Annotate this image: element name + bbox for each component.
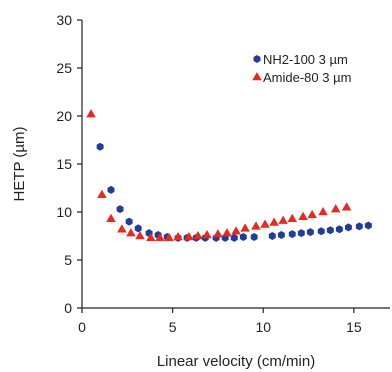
x-tick-label: 0 [78,319,86,335]
data-point [307,209,317,219]
data-point [250,232,258,241]
data-point [288,230,296,239]
y-tick-label: 10 [56,204,72,220]
y-tick-label: 15 [56,156,72,172]
legend-marker-hexagon [253,55,261,63]
data-point [202,230,212,239]
data-point [126,228,136,237]
data-point [297,229,305,238]
data-point [277,231,285,240]
data-point [231,226,241,235]
data-point [96,142,104,151]
data-point [164,232,174,242]
data-point [107,185,115,194]
legend-label-amide: Amide-80 3 µm [263,70,351,85]
legend: NH2-100 3 µm Amide-80 3 µm [252,52,351,85]
x-tick-label: 15 [346,319,362,335]
y-tick-label: 30 [56,12,72,28]
data-point [116,205,124,214]
data-point [251,221,261,230]
series-nh2 [96,142,372,242]
data-point [306,228,314,237]
x-tick-label: 10 [255,319,271,335]
data-point [230,233,238,242]
data-point [193,231,203,240]
y-axis-ticks: 0 5 10 15 20 25 30 [56,12,82,316]
data-point [106,213,116,222]
data-point [173,231,183,241]
data-point [278,215,288,224]
data-point [355,222,363,231]
y-tick-label: 20 [56,108,72,124]
data-point [240,223,250,232]
data-point [117,224,127,233]
data-point [222,228,232,237]
legend-item-amide: Amide-80 3 µm [252,70,351,85]
y-tick-label: 5 [64,252,72,268]
data-point [260,219,270,228]
y-axis-title: HETP (µm) [11,126,28,201]
data-point [287,213,297,222]
x-axis-ticks: 0 5 10 15 [78,308,362,335]
data-point [135,231,145,240]
legend-label-nh2: NH2-100 3 µm [263,52,348,67]
data-point [317,227,325,236]
y-tick-label: 0 [64,300,72,316]
data-series [86,109,372,242]
series-amide [86,109,352,242]
data-point [125,217,133,226]
data-point [134,224,142,233]
data-point [318,207,328,216]
data-point [86,109,96,118]
x-axis-title: Linear velocity (cm/min) [157,353,315,370]
data-point [269,217,279,226]
plot-area: 0 5 10 15 20 25 30 0 5 10 15 [56,12,390,335]
data-point [326,226,334,235]
data-point [364,221,372,230]
legend-item-nh2: NH2-100 3 µm [253,52,348,67]
data-point [344,223,352,232]
data-point [331,204,341,213]
legend-marker-triangle [252,72,262,81]
data-point [341,202,352,211]
data-point [184,231,194,241]
data-point [213,229,223,238]
data-point [335,225,343,234]
data-point [298,211,308,221]
y-tick-label: 25 [56,60,72,76]
data-point [97,189,107,198]
data-point [239,232,247,241]
data-point [155,232,165,242]
x-tick-label: 5 [169,319,177,335]
data-point [268,232,276,240]
data-point [146,232,156,242]
